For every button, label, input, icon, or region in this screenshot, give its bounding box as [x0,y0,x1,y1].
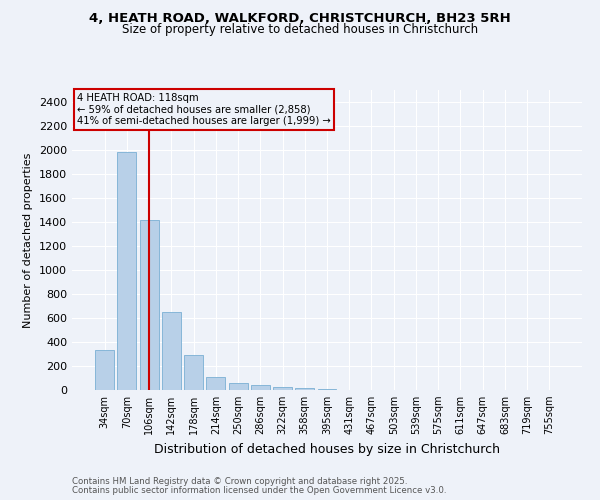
Bar [251,385,270,390]
Bar [118,152,136,390]
Bar [206,377,225,390]
Text: 4, HEATH ROAD, WALKFORD, CHRISTCHURCH, BH23 5RH: 4, HEATH ROAD, WALKFORD, CHRISTCHURCH, B… [89,12,511,26]
Bar [140,220,158,390]
Text: Contains HM Land Registry data © Crown copyright and database right 2025.: Contains HM Land Registry data © Crown c… [72,478,407,486]
Text: 4 HEATH ROAD: 118sqm
← 59% of detached houses are smaller (2,858)
41% of semi-de: 4 HEATH ROAD: 118sqm ← 59% of detached h… [77,93,331,126]
Bar [162,312,181,390]
Y-axis label: Number of detached properties: Number of detached properties [23,152,34,328]
Text: Contains public sector information licensed under the Open Government Licence v3: Contains public sector information licen… [72,486,446,495]
Bar [317,388,337,390]
Bar [229,384,248,390]
Text: Size of property relative to detached houses in Christchurch: Size of property relative to detached ho… [122,22,478,36]
Bar [184,355,203,390]
Bar [273,386,292,390]
Bar [95,350,114,390]
Bar [295,388,314,390]
X-axis label: Distribution of detached houses by size in Christchurch: Distribution of detached houses by size … [154,442,500,456]
